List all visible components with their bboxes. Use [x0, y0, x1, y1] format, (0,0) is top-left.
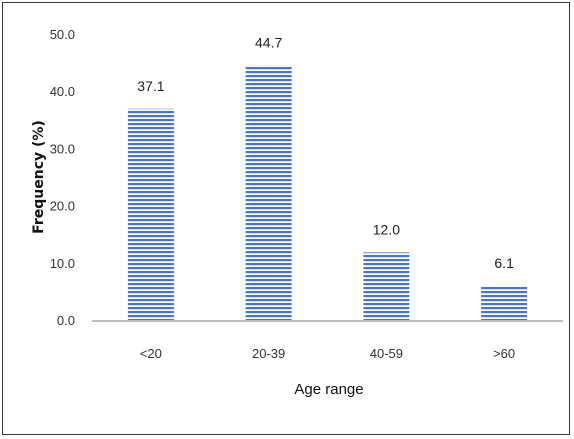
y-tick-label: 30.0	[50, 141, 75, 156]
y-tick-label: 20.0	[50, 199, 75, 214]
y-tick-label: 10.0	[50, 256, 75, 271]
data-labels: 37.1 44.7 12.0 6.1	[137, 34, 514, 271]
y-axis-title: Frequency (%)	[31, 120, 47, 234]
x-axis-ticks: <20 20-39 40-59 >60	[140, 346, 515, 361]
bar	[245, 65, 292, 321]
y-tick-label: 0.0	[57, 313, 75, 328]
bar	[127, 108, 174, 322]
x-axis-title: Age range	[294, 381, 363, 398]
bar	[363, 252, 410, 321]
data-label: 37.1	[137, 78, 164, 94]
x-tick-label: <20	[140, 346, 162, 361]
y-tick-label: 40.0	[50, 84, 75, 99]
x-tick-label: 20-39	[252, 346, 285, 361]
y-tick-label: 50.0	[50, 27, 75, 42]
bar	[481, 286, 528, 321]
data-label: 12.0	[373, 221, 400, 237]
x-tick-label: 40-59	[370, 346, 403, 361]
y-axis-ticks: 0.0 10.0 20.0 30.0 40.0 50.0	[50, 27, 75, 328]
data-label: 44.7	[255, 34, 282, 50]
bar-chart: 0.010.020.030.040.050.0 37.144.712.06.1 …	[31, 27, 563, 398]
bars	[127, 65, 528, 322]
data-label: 6.1	[494, 255, 514, 271]
chart-frame: 0.0 10.0 20.0 30.0 40.0 50.0 37.1 44.7 12.0 6.1 …	[2, 2, 570, 435]
x-tick-label: >60	[493, 346, 515, 361]
